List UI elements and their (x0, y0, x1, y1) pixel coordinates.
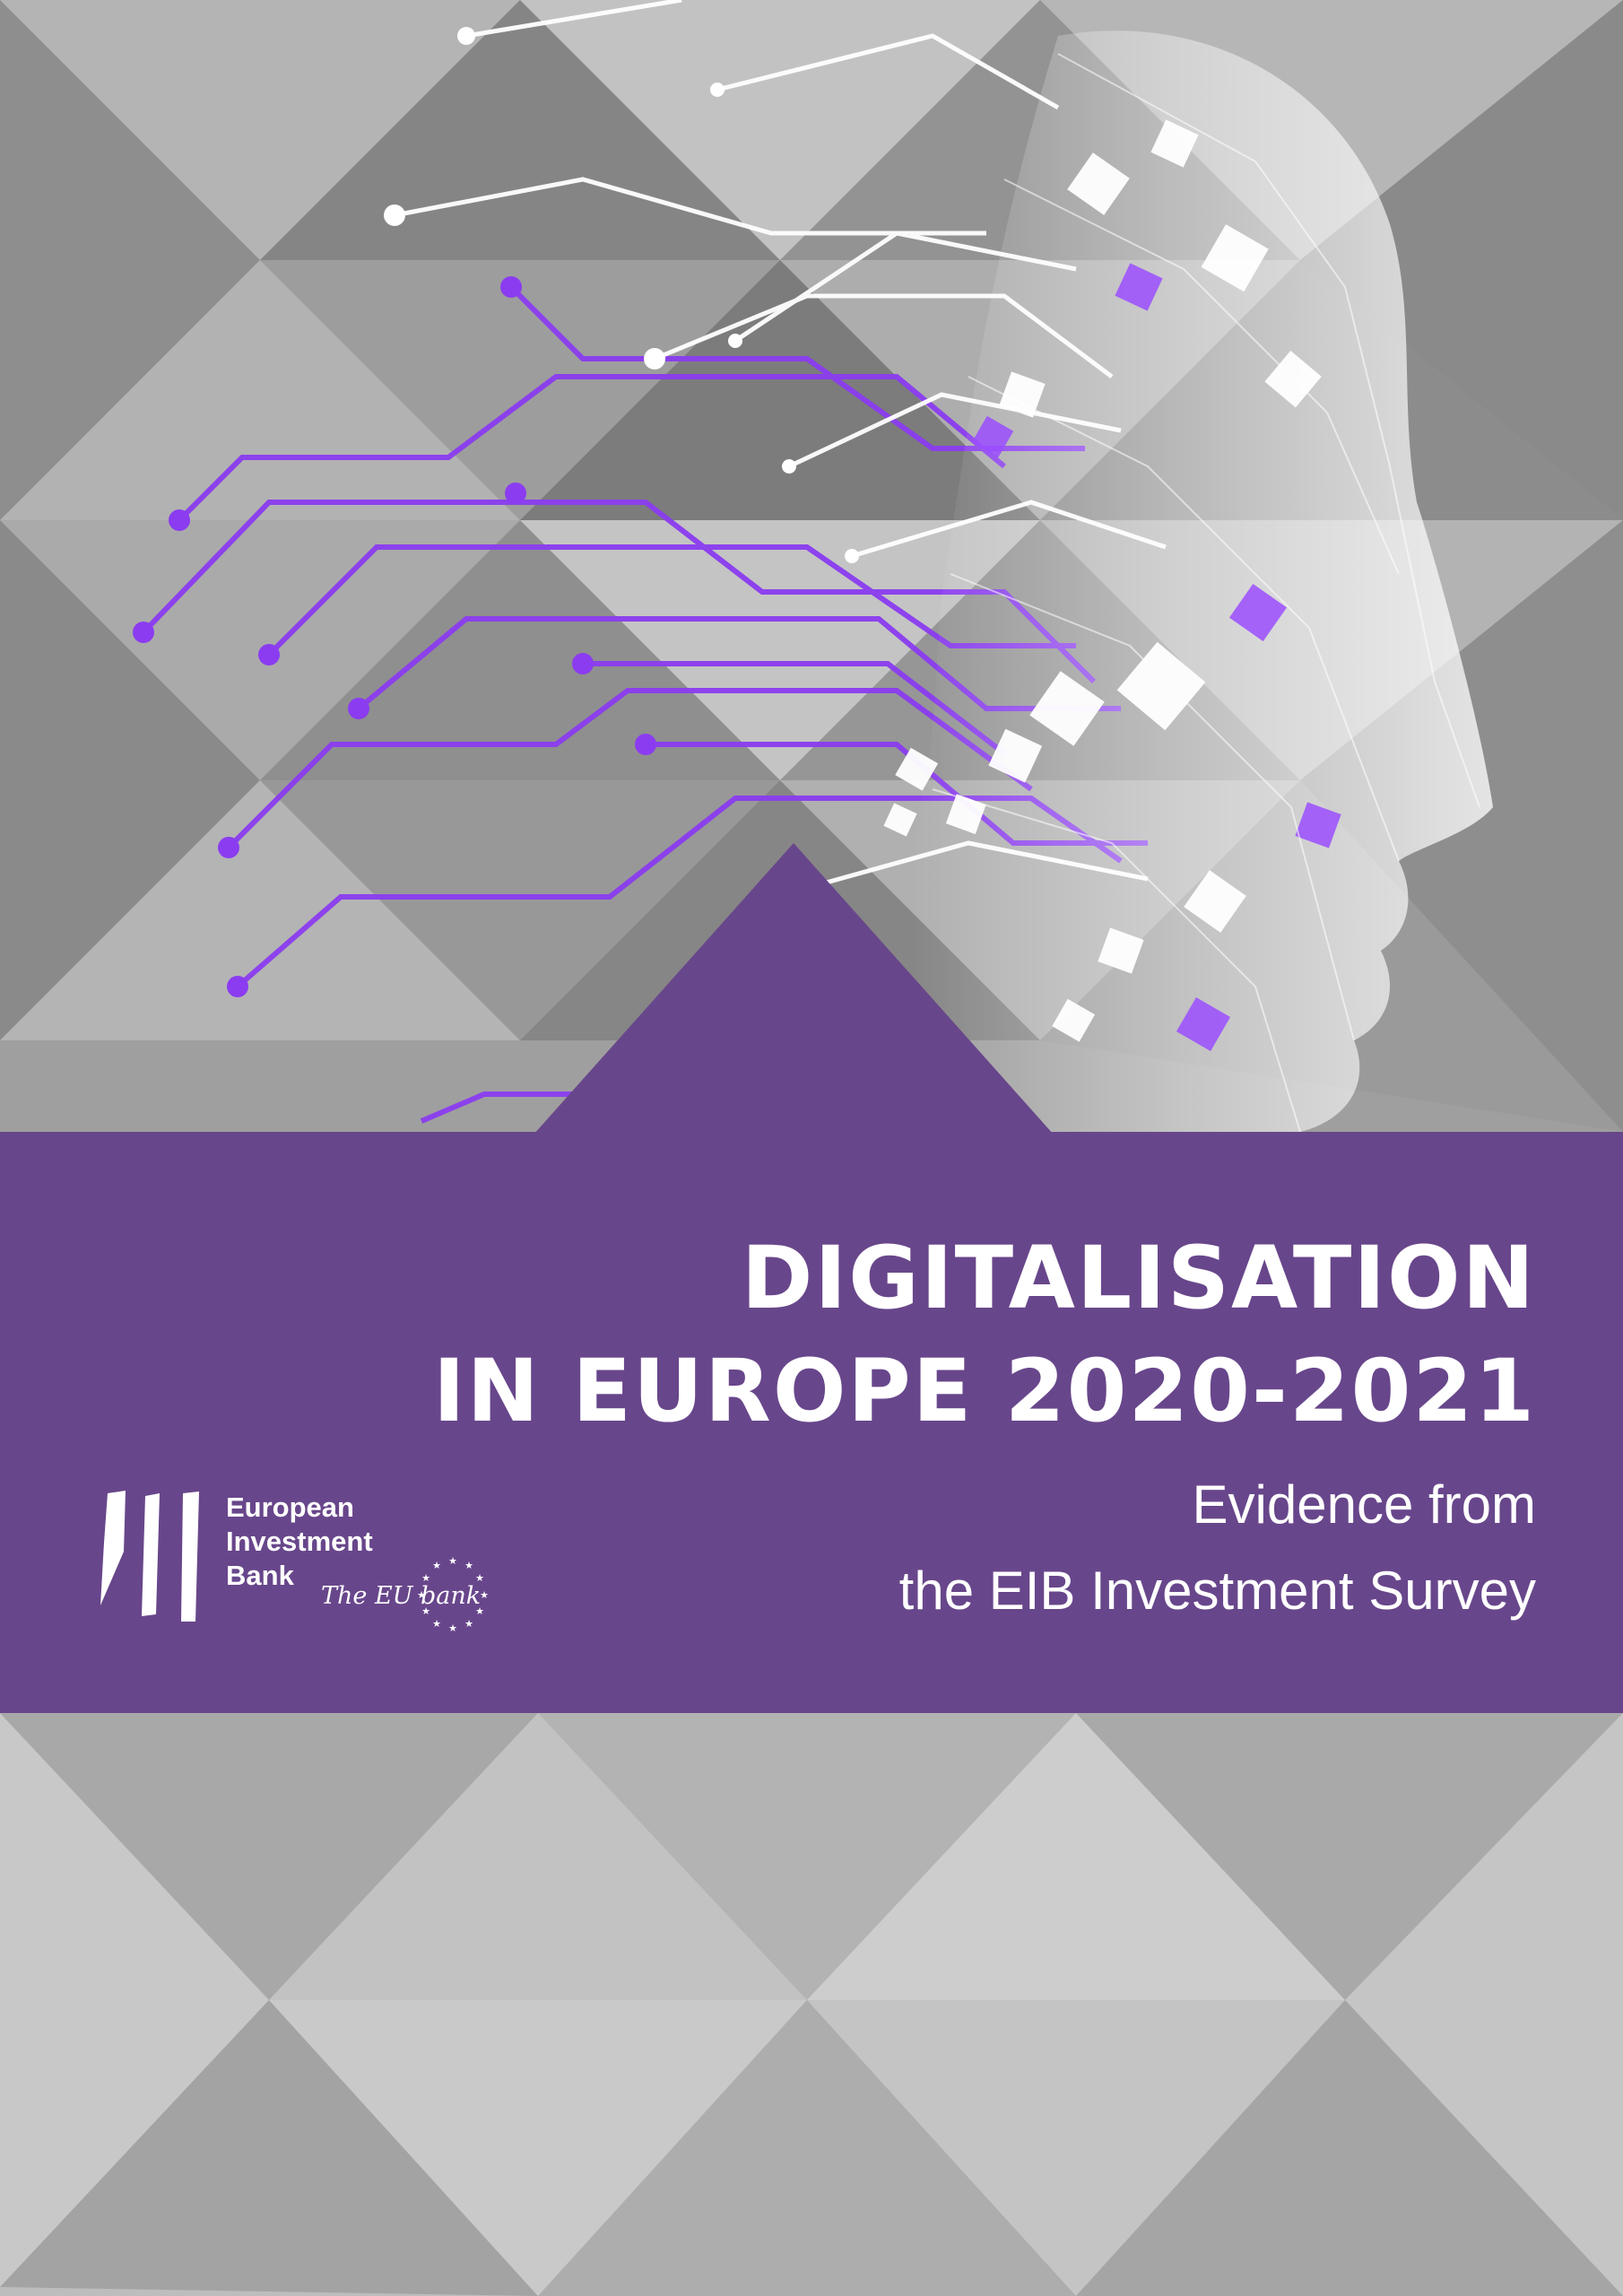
digital-head-icon (0, 0, 1623, 1132)
logo-name-line-2: Investment (226, 1526, 373, 1557)
logo-tagline: The EU bank (321, 1582, 482, 1610)
svg-text:★: ★ (464, 1560, 473, 1571)
svg-text:★: ★ (432, 1618, 441, 1630)
bottom-pattern (0, 1713, 1623, 2296)
svg-text:★: ★ (417, 1589, 426, 1601)
eib-logo-icon (100, 1491, 199, 1622)
svg-text:★: ★ (421, 1605, 430, 1617)
svg-text:★: ★ (448, 1555, 457, 1567)
svg-text:★: ★ (421, 1572, 430, 1584)
cover-illustration (0, 0, 1623, 1132)
subtitle-line-2: the EIB Investment Survey (898, 1561, 1536, 1621)
title-line-2: IN EUROPE 2020-2021 (432, 1341, 1536, 1441)
svg-text:★: ★ (464, 1618, 473, 1630)
svg-text:★: ★ (432, 1560, 441, 1571)
logo-name: European Investment Bank (226, 1491, 373, 1593)
title-band (0, 1132, 1623, 1713)
subtitle-line-1: Evidence from (1192, 1474, 1537, 1535)
eib-logo: European Investment Bank The EU bank ★ ★… (99, 1489, 520, 1641)
svg-text:★: ★ (448, 1622, 457, 1634)
page-title: DIGITALISATION IN EUROPE 2020-2021 (433, 1222, 1536, 1448)
logo-name-line-1: European (226, 1492, 354, 1523)
triangle-pattern (0, 1713, 1623, 2296)
page-subtitle: Evidence from the EIB Investment Survey (899, 1462, 1536, 1634)
logo-name-line-3: Bank (226, 1560, 294, 1591)
svg-text:★: ★ (475, 1605, 484, 1617)
svg-text:★: ★ (475, 1572, 484, 1584)
eu-stars-icon: ★ ★ ★ ★ ★ ★ ★ ★ ★ ★ ★ ★ (417, 1555, 489, 1634)
title-line-1: DIGITALISATION (741, 1228, 1536, 1328)
svg-text:★: ★ (480, 1589, 489, 1601)
